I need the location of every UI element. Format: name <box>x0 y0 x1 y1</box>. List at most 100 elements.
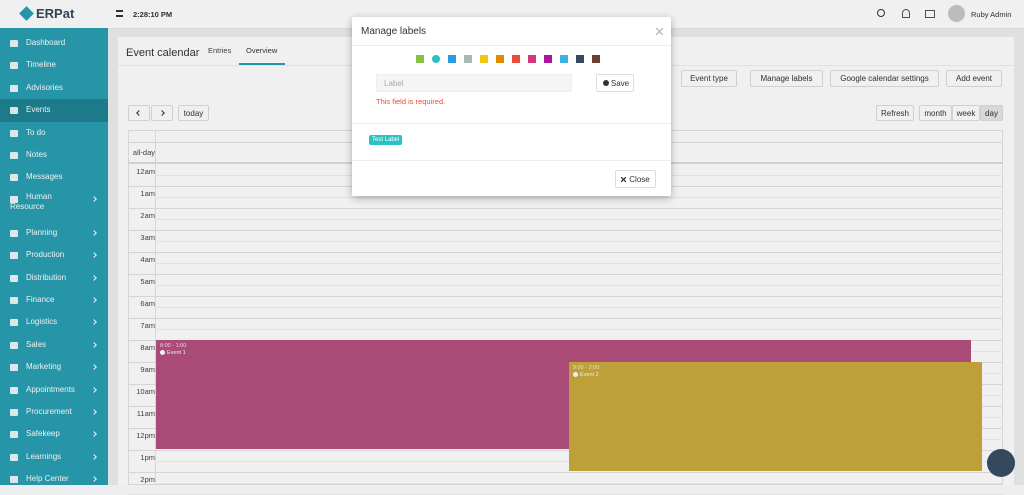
color-swatch[interactable] <box>544 55 552 63</box>
nav-item[interactable]: Safekeep <box>0 423 108 445</box>
color-swatch[interactable] <box>448 55 456 63</box>
nav-label: To do <box>26 127 46 137</box>
button-text: week <box>956 108 976 118</box>
notifications-icon[interactable] <box>902 9 910 18</box>
google-calendar-button[interactable]: Google calendar settings <box>830 70 939 87</box>
nav-item[interactable]: Procurement <box>0 401 108 423</box>
manage-labels-button[interactable]: Manage labels <box>750 70 823 87</box>
color-swatch[interactable] <box>512 55 520 63</box>
hour-label: 1am <box>140 189 155 198</box>
hour-label: 4am <box>140 255 155 264</box>
label-tag[interactable]: Test Label <box>369 135 403 145</box>
color-swatch[interactable] <box>464 55 472 63</box>
tab[interactable]: Entries <box>208 46 232 55</box>
button-text: Save <box>610 78 630 88</box>
nav-icon <box>10 62 18 70</box>
nav-item[interactable]: Finance <box>0 289 108 311</box>
nav-icon <box>10 453 18 461</box>
hour-label: 6am <box>140 299 155 308</box>
hour-line <box>128 318 1003 319</box>
nav-item[interactable]: Production <box>0 244 108 266</box>
nav-item[interactable]: Dashboard <box>0 32 108 54</box>
today-button[interactable]: today <box>178 105 209 121</box>
nav-label: Events <box>26 105 51 115</box>
view-button-active[interactable]: day <box>980 105 1003 121</box>
sidebar: Dashboard Timeline Advisories Events To do No… <box>0 28 108 485</box>
nav-item[interactable]: Human Resource <box>0 189 108 222</box>
next-button[interactable] <box>151 105 173 121</box>
nav-icon <box>10 431 18 439</box>
event-time: 9:00 - 2:00 <box>573 365 600 371</box>
hour-label: 11am <box>136 409 155 418</box>
event-icon <box>573 372 578 377</box>
color-swatch[interactable] <box>416 55 424 63</box>
messages-icon[interactable] <box>925 10 935 18</box>
logo: ERPat <box>36 6 75 21</box>
modal-close-x[interactable] <box>656 28 663 35</box>
event[interactable]: 9:00 - 2:00 Event 2 <box>569 362 982 471</box>
tab-active[interactable]: Overview <box>246 46 278 55</box>
view-button[interactable]: month <box>919 105 952 121</box>
nav-item[interactable]: Marketing <box>0 356 108 378</box>
nav-item[interactable]: Planning <box>0 222 108 244</box>
nav-label: Notes <box>26 150 47 159</box>
search-icon[interactable] <box>877 9 885 17</box>
menu-toggle[interactable] <box>116 10 123 17</box>
nav-icon <box>10 409 18 416</box>
color-swatch[interactable] <box>576 55 584 63</box>
nav-item[interactable]: Help Center <box>0 468 108 490</box>
nav-item[interactable]: Learnings <box>0 446 108 468</box>
divider <box>352 45 671 46</box>
color-swatch[interactable] <box>560 55 568 63</box>
nav-icon <box>10 84 18 92</box>
color-swatch[interactable] <box>480 55 488 63</box>
nav-label: Production <box>26 250 65 260</box>
prev-button[interactable] <box>128 105 150 121</box>
button-text: Close <box>629 174 650 184</box>
close-button[interactable]: Close <box>615 170 656 188</box>
divider <box>352 123 671 124</box>
chat-button[interactable] <box>987 449 1015 477</box>
nav-icon <box>10 319 18 327</box>
nav-item[interactable]: Messages <box>0 166 108 188</box>
half-hour-line <box>155 329 1003 330</box>
divider <box>352 160 671 161</box>
half-hour-line <box>155 197 1003 198</box>
nav-label: Planning <box>26 227 58 237</box>
nav-icon <box>10 386 18 394</box>
nav-item[interactable]: Appointments <box>0 379 108 401</box>
nav-label: Finance <box>26 295 55 304</box>
button-text: Refresh <box>880 108 909 118</box>
half-hour-line <box>155 483 1003 484</box>
hour-label: 2am <box>140 211 155 220</box>
refresh-button[interactable]: Refresh <box>876 105 914 121</box>
nav-icon <box>10 476 18 484</box>
nav-item[interactable]: Timeline <box>0 54 108 76</box>
page-title: Event calendar <box>126 47 200 59</box>
event-type-button[interactable]: Event type <box>681 70 737 87</box>
save-button[interactable]: Save <box>596 74 634 92</box>
label-input[interactable]: Label <box>376 74 572 92</box>
nav-item[interactable]: Notes <box>0 144 108 166</box>
color-swatch[interactable] <box>496 55 504 63</box>
color-swatch[interactable] <box>432 55 440 63</box>
color-swatch[interactable] <box>592 55 600 63</box>
add-event-button[interactable]: Add event <box>946 70 1002 87</box>
half-hour-line <box>155 307 1003 308</box>
nav-item[interactable]: Sales <box>0 334 108 356</box>
color-swatch[interactable] <box>528 55 536 63</box>
nav-item[interactable]: Distribution <box>0 267 108 289</box>
nav-item[interactable]: Events <box>0 99 108 122</box>
event-time: 8:00 - 1:00 <box>160 343 187 349</box>
nav-item[interactable]: To do <box>0 122 108 144</box>
view-button[interactable]: week <box>952 105 980 121</box>
hour-label: 5am <box>140 277 155 286</box>
avatar[interactable] <box>948 5 965 22</box>
nav-label: Sales <box>26 339 47 349</box>
button-text: day <box>985 108 998 118</box>
nav-label: Safekeep <box>26 429 60 439</box>
event-title: Event 1 <box>167 349 186 356</box>
user-name[interactable]: Ruby Admin <box>971 10 1012 19</box>
nav-item[interactable]: Logistics <box>0 311 108 333</box>
nav-item[interactable]: Advisories <box>0 77 108 99</box>
